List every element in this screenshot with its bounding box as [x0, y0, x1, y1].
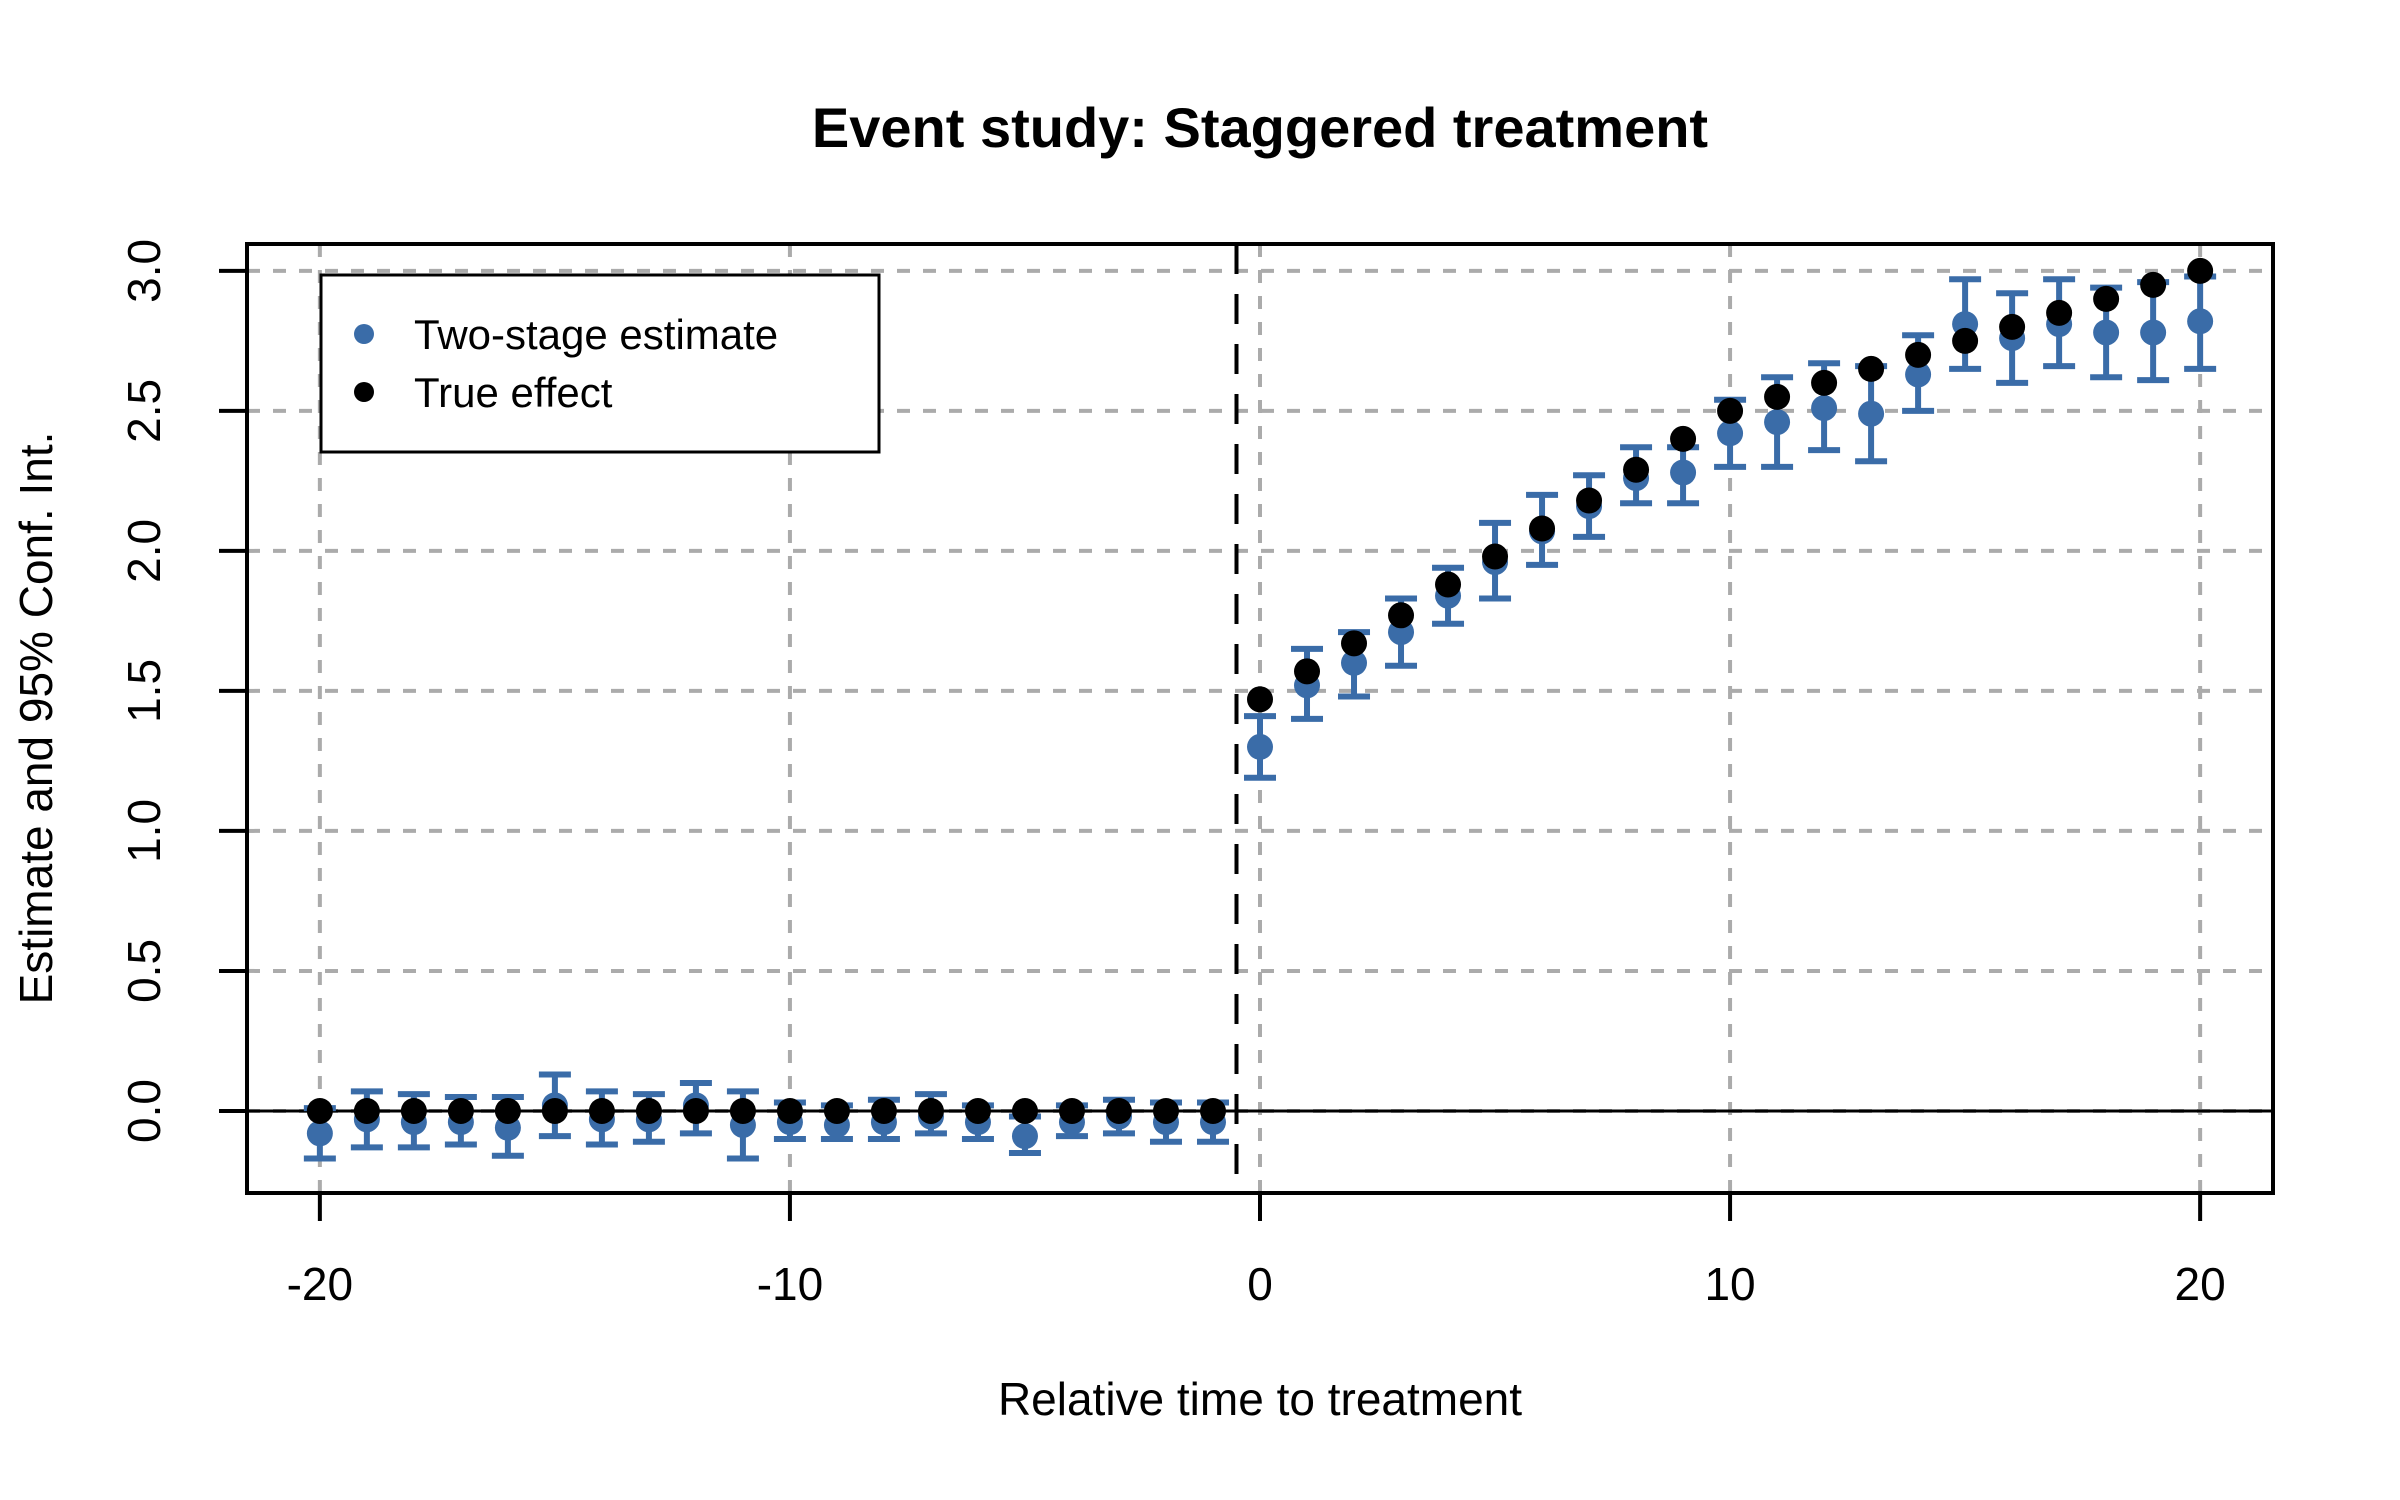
- data-point-two-stage: [1011, 1123, 1038, 1150]
- data-point-two-stage: [2140, 319, 2167, 346]
- legend-box: [319, 273, 881, 454]
- data-point-two-stage: [1341, 649, 1368, 676]
- data-point-true-effect: [1811, 369, 1838, 396]
- y-tick-label: 1.0: [118, 799, 170, 863]
- data-point-two-stage: [306, 1120, 333, 1147]
- data-point-true-effect: [635, 1097, 662, 1124]
- data-point-true-effect: [2140, 271, 2167, 298]
- data-point-true-effect: [494, 1097, 521, 1124]
- data-point-two-stage: [1811, 395, 1838, 422]
- data-point-true-effect: [2187, 257, 2214, 284]
- x-tick-label: 10: [1704, 1258, 1755, 1310]
- data-point-true-effect: [1152, 1097, 1179, 1124]
- data-point-true-effect: [682, 1097, 709, 1124]
- x-tick-label: 20: [2175, 1258, 2226, 1310]
- data-point-two-stage: [1858, 400, 1885, 427]
- data-point-true-effect: [964, 1097, 991, 1124]
- data-point-true-effect: [1905, 341, 1932, 368]
- data-point-true-effect: [2046, 299, 2073, 326]
- y-tick-label: 2.0: [118, 519, 170, 583]
- data-point-true-effect: [1764, 383, 1791, 410]
- data-point-two-stage: [2187, 308, 2214, 335]
- data-point-true-effect: [1058, 1097, 1085, 1124]
- data-point-two-stage: [1764, 409, 1791, 436]
- data-point-true-effect: [588, 1097, 615, 1124]
- data-point-true-effect: [1623, 456, 1650, 483]
- data-point-true-effect: [1999, 313, 2026, 340]
- data-point-true-effect: [776, 1097, 803, 1124]
- y-axis-title: Estimate and 95% Conf. Int.: [10, 432, 62, 1005]
- x-tick-label: -20: [287, 1258, 353, 1310]
- data-point-true-effect: [1435, 571, 1462, 598]
- data-point-true-effect: [1576, 487, 1603, 514]
- legend-marker-two-stage-icon: [354, 324, 374, 344]
- data-point-true-effect: [1717, 397, 1744, 424]
- legend-label-true-effect: True effect: [414, 369, 613, 416]
- data-point-two-stage: [1905, 361, 1932, 388]
- data-point-true-effect: [1952, 327, 1979, 354]
- x-tick-label: 0: [1247, 1258, 1273, 1310]
- data-point-true-effect: [823, 1097, 850, 1124]
- data-point-true-effect: [447, 1097, 474, 1124]
- data-point-true-effect: [1482, 543, 1509, 570]
- data-point-true-effect: [729, 1097, 756, 1124]
- data-point-true-effect: [541, 1097, 568, 1124]
- data-point-true-effect: [1388, 602, 1415, 629]
- data-point-true-effect: [1858, 355, 1885, 382]
- data-point-true-effect: [870, 1097, 897, 1124]
- data-point-true-effect: [400, 1097, 427, 1124]
- data-point-two-stage: [1247, 733, 1273, 760]
- data-point-true-effect: [1341, 630, 1368, 657]
- y-tick-label: 2.5: [118, 379, 170, 443]
- data-point-true-effect: [1199, 1097, 1226, 1124]
- y-tick-label: 1.5: [118, 659, 170, 723]
- data-point-true-effect: [1011, 1097, 1038, 1124]
- legend: Two-stage estimate True effect: [319, 273, 881, 454]
- x-tick-label: -10: [757, 1258, 823, 1310]
- data-point-true-effect: [1105, 1097, 1132, 1124]
- y-tick-label: 3.0: [118, 239, 170, 303]
- data-point-two-stage: [2093, 319, 2120, 346]
- data-point-two-stage: [1670, 459, 1697, 486]
- data-point-true-effect: [1294, 658, 1321, 685]
- data-point-true-effect: [353, 1097, 380, 1124]
- plot-area: -20 -10 0 10 20 0.0 0.5 1.0 1.5 2.0 2.5 3.0: [118, 239, 2275, 1310]
- data-point-true-effect: [1529, 515, 1556, 542]
- legend-label-two-stage: Two-stage estimate: [414, 311, 778, 358]
- data-point-true-effect: [306, 1097, 333, 1124]
- data-point-two-stage: [1717, 420, 1744, 447]
- data-point-true-effect: [1247, 686, 1273, 713]
- chart-title: Event study: Staggered treatment: [812, 96, 1708, 159]
- legend-marker-true-effect-icon: [354, 382, 374, 402]
- y-tick-label: 0.5: [118, 939, 170, 1003]
- data-point-true-effect: [2093, 285, 2120, 312]
- data-point-true-effect: [1670, 425, 1697, 452]
- x-axis-title: Relative time to treatment: [998, 1373, 1522, 1425]
- data-point-true-effect: [917, 1097, 944, 1124]
- y-tick-label: 0.0: [118, 1079, 170, 1143]
